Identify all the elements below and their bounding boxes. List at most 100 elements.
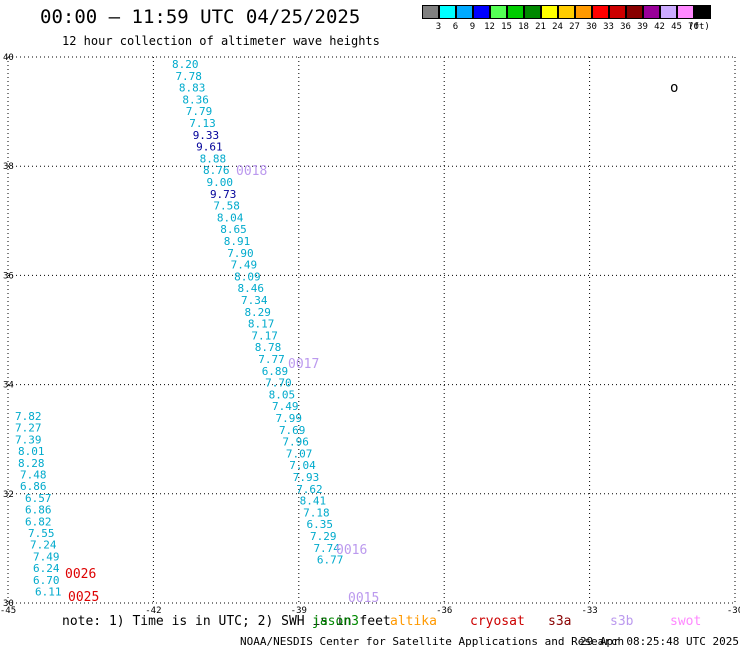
- wave-height-value: 8.65: [220, 223, 247, 236]
- wave-height-value: 7.93: [293, 471, 320, 484]
- color-scale-label: 27: [569, 22, 580, 32]
- wave-height-value: 7.13: [189, 117, 216, 130]
- wave-height-value: 8.76: [203, 164, 230, 177]
- wave-height-value: 7.24: [30, 539, 57, 552]
- satellite-legend-item: altika: [390, 614, 437, 629]
- wave-height-value: 6.57: [25, 492, 52, 505]
- pass-time-label: 0026: [65, 567, 96, 582]
- color-swatch: [592, 5, 609, 19]
- pass-time-label: 0016: [336, 543, 367, 558]
- wave-height-value: 8.29: [244, 306, 271, 319]
- color-scale-label: 6: [452, 22, 459, 32]
- wave-height-value: 6.89: [262, 365, 289, 378]
- wave-height-value: 6.24: [33, 562, 60, 575]
- wave-height-value: 7.78: [175, 70, 202, 83]
- wave-height-value: 8.83: [179, 82, 206, 95]
- satellite-legend-item: s3a: [548, 614, 572, 629]
- wave-height-value: 8.41: [300, 495, 327, 508]
- color-scale-label: 33: [603, 22, 614, 32]
- color-swatch: [643, 5, 660, 19]
- wave-height-value: 7.17: [251, 329, 278, 342]
- color-swatch: [660, 5, 677, 19]
- wave-height-value: 7.70: [265, 377, 292, 390]
- color-swatch: [694, 5, 711, 19]
- lon-tick-label: -36: [436, 606, 452, 616]
- color-scale-label: 15: [501, 22, 512, 32]
- color-scale-label: 24: [552, 22, 563, 32]
- color-scale-unit: (ft): [688, 22, 710, 32]
- wave-height-value: 6.86: [25, 504, 52, 517]
- color-swatch: [609, 5, 626, 19]
- color-swatch: [439, 5, 456, 19]
- color-scale-label: 3: [435, 22, 442, 32]
- color-scale-label: 18: [518, 22, 529, 32]
- wave-height-value: 7.82: [15, 410, 42, 423]
- lat-tick-label: 38: [3, 162, 14, 172]
- pass-time-label: 0025: [68, 590, 99, 605]
- wave-height-value: 8.05: [269, 388, 296, 401]
- color-swatch: [490, 5, 507, 19]
- color-swatch: [626, 5, 643, 19]
- wave-height-value: 8.36: [182, 93, 209, 106]
- color-scale-label: 45: [671, 22, 682, 32]
- wave-height-value: 7.49: [272, 400, 299, 413]
- wave-height-value: 6.11: [35, 586, 62, 599]
- wave-height-value: 6.77: [317, 554, 344, 567]
- pass-time-label: 0018: [236, 164, 267, 179]
- wave-height-value: 6.35: [307, 518, 334, 531]
- lat-tick-label: 36: [3, 271, 14, 281]
- color-scale-label: 36: [620, 22, 631, 32]
- color-swatch: [507, 5, 524, 19]
- lon-tick-label: -42: [145, 606, 161, 616]
- wave-height-value: 8.17: [248, 318, 275, 331]
- wave-height-value: 7.90: [227, 247, 254, 260]
- wave-height-value: 8.04: [217, 211, 244, 224]
- wave-height-value: 9.61: [196, 141, 223, 154]
- wave-height-value: 7.69: [279, 424, 306, 437]
- lon-tick-label: -39: [291, 606, 307, 616]
- footer-note: note: 1) Time is in UTC; 2) SWH is in fe…: [62, 614, 391, 629]
- pass-time-label: 0015: [348, 591, 379, 606]
- wave-height-value: 7.96: [282, 436, 309, 449]
- wave-height-value: 7.55: [28, 527, 55, 540]
- color-swatch: [524, 5, 541, 19]
- wave-height-value: 7.48: [20, 469, 47, 482]
- wave-height-value: 7.49: [231, 259, 258, 272]
- color-swatch: [456, 5, 473, 19]
- page-subtitle: 12 hour collection of altimeter wave hei…: [62, 34, 380, 48]
- wave-height-value: 8.88: [200, 152, 227, 165]
- page-title: 00:00 – 11:59 UTC 04/25/2025: [40, 6, 361, 28]
- lon-tick-label: -45: [0, 606, 16, 616]
- stray-marker: o: [670, 80, 679, 96]
- color-scale-label: 39: [637, 22, 648, 32]
- wave-height-value: 8.46: [238, 282, 264, 295]
- wave-height-value: 8.01: [18, 445, 45, 458]
- wave-height-value: 7.74: [313, 542, 340, 555]
- wave-height-value: 8.09: [234, 270, 261, 283]
- lon-tick-label: -33: [581, 606, 597, 616]
- wave-height-value: 8.28: [18, 457, 45, 470]
- lon-tick-label: -30: [727, 606, 740, 616]
- lat-tick-label: 32: [3, 490, 14, 500]
- wave-height-value: 7.77: [258, 353, 285, 366]
- wave-height-value: 8.20: [172, 58, 199, 71]
- wave-height-value: 6.82: [25, 515, 52, 528]
- wave-height-value: 7.29: [310, 530, 337, 543]
- wave-height-value: 9.73: [210, 188, 237, 201]
- wave-height-value: 7.99: [276, 412, 303, 425]
- color-swatch: [677, 5, 694, 19]
- color-scale-label: 42: [654, 22, 665, 32]
- footer-credit: NOAA/NESDIS Center for Satellite Applica…: [240, 635, 625, 648]
- color-scale-label: 9: [469, 22, 476, 32]
- wave-height-value: 6.86: [20, 480, 47, 493]
- color-swatch: [473, 5, 490, 19]
- color-scale-label: 21: [535, 22, 546, 32]
- pass-time-label: 0017: [288, 357, 319, 372]
- wave-height-value: 7.62: [296, 483, 323, 496]
- color-swatch: [422, 5, 439, 19]
- lat-tick-label: 30: [3, 599, 14, 609]
- satellite-legend-item: swot: [670, 614, 702, 629]
- wave-height-value: 9.00: [207, 176, 234, 189]
- color-swatch: [541, 5, 558, 19]
